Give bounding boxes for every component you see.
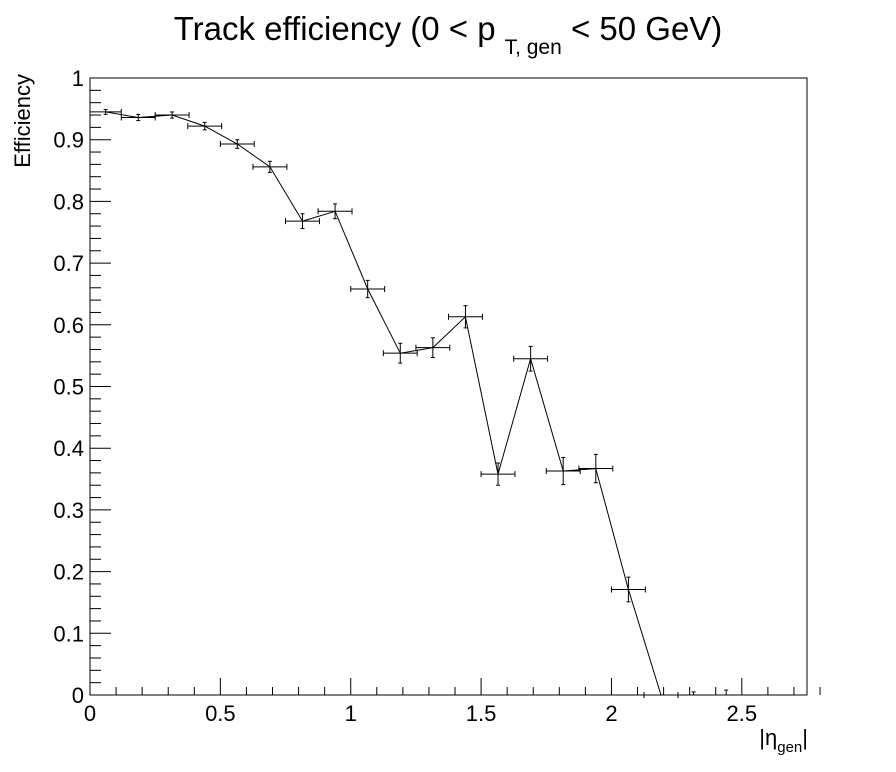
data-point <box>382 342 418 364</box>
chart-title-main: Track efficiency (0 < p <box>174 10 496 47</box>
data-point <box>219 139 255 149</box>
y-tick-label: 1 <box>72 66 84 91</box>
y-tick-label: 0.5 <box>53 375 84 400</box>
x-axis-tick-labels: 0 0.5 1 1.5 2 2.5 <box>84 701 757 726</box>
y-tick-label: 0.1 <box>53 621 84 646</box>
data-point <box>187 121 223 131</box>
x-axis-label-rest: | <box>802 725 808 750</box>
data-points <box>89 108 729 698</box>
data-point <box>448 305 483 329</box>
data-point <box>350 279 386 299</box>
data-point <box>415 337 451 359</box>
x-tick-label: 0 <box>84 701 96 726</box>
data-point <box>154 111 190 119</box>
y-tick-label: 0.6 <box>53 313 84 338</box>
data-point <box>317 203 353 220</box>
y-tick-label: 0.8 <box>53 189 84 214</box>
data-point <box>480 462 516 486</box>
data-point <box>610 576 646 603</box>
x-axis-ticks <box>89 678 821 695</box>
x-axis-label-subscript: gen <box>777 739 802 756</box>
x-tick-label: 2 <box>605 701 617 726</box>
y-tick-label: 0.9 <box>53 128 84 153</box>
y-tick-label: 0.4 <box>53 436 84 461</box>
x-tick-label: 1.5 <box>466 701 497 726</box>
y-axis-tick-labels: 0 0.1 0.2 0.3 0.4 0.5 0.6 0.7 0.8 0.9 1 <box>53 66 84 708</box>
y-tick-label: 0.7 <box>53 251 84 276</box>
series-line <box>105 111 727 696</box>
y-axis-label: Efficiency <box>10 74 35 168</box>
x-tick-label: 2.5 <box>727 701 758 726</box>
y-axis-ticks <box>90 77 111 696</box>
y-tick-label: 0.3 <box>53 498 84 523</box>
y-tick-label: 0 <box>72 683 84 708</box>
y-tick-label: 0.2 <box>53 560 84 585</box>
data-point <box>89 108 122 115</box>
data-point <box>691 691 696 695</box>
data-point <box>545 456 581 486</box>
plot-frame <box>89 77 808 696</box>
data-point <box>252 160 288 173</box>
x-tick-label: 0.5 <box>205 701 236 726</box>
data-point <box>724 689 729 695</box>
data-point <box>578 453 614 484</box>
x-tick-label: 1 <box>345 701 357 726</box>
x-axis-label: |ηgen| <box>759 725 808 756</box>
data-point <box>643 692 679 698</box>
chart-title-subscript: T, gen <box>505 36 562 59</box>
x-axis-label-main: |η <box>759 725 777 750</box>
chart-title-rest: < 50 GeV) <box>562 10 723 47</box>
chart-title: Track efficiency (0 < p T, gen < 50 GeV) <box>174 10 723 59</box>
data-point <box>513 345 549 372</box>
data-point <box>285 213 320 230</box>
